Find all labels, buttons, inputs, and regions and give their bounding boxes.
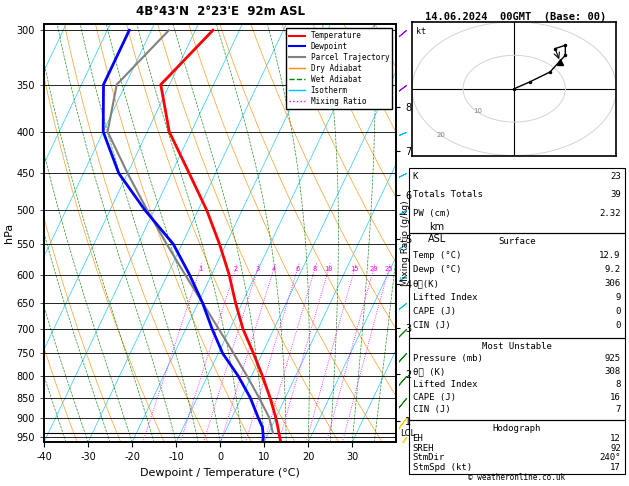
Text: Mixing Ratio (g/kg): Mixing Ratio (g/kg) <box>401 200 410 286</box>
Text: Hodograph: Hodograph <box>493 424 541 434</box>
Text: 4: 4 <box>272 266 276 272</box>
Text: 12: 12 <box>610 434 621 443</box>
Text: 14.06.2024  00GMT  (Base: 00): 14.06.2024 00GMT (Base: 00) <box>425 12 606 22</box>
Text: 0: 0 <box>615 307 621 316</box>
Text: 240°: 240° <box>599 453 621 463</box>
Y-axis label: hPa: hPa <box>4 223 14 243</box>
Text: EH: EH <box>413 434 423 443</box>
Text: Lifted Index: Lifted Index <box>413 380 477 389</box>
Text: Pressure (mb): Pressure (mb) <box>413 354 482 364</box>
Text: 39: 39 <box>610 191 621 199</box>
Text: 25: 25 <box>384 266 393 272</box>
Text: 308: 308 <box>604 367 621 376</box>
Text: 0: 0 <box>615 321 621 330</box>
Text: 925: 925 <box>604 354 621 364</box>
Text: 1: 1 <box>198 266 202 272</box>
Text: 9.2: 9.2 <box>604 265 621 274</box>
Text: CAPE (J): CAPE (J) <box>413 307 455 316</box>
Text: CIN (J): CIN (J) <box>413 321 450 330</box>
Text: Surface: Surface <box>498 237 536 246</box>
Text: 2: 2 <box>233 266 238 272</box>
Text: Most Unstable: Most Unstable <box>482 342 552 351</box>
Text: 306: 306 <box>604 279 621 288</box>
Text: © weatheronline.co.uk: © weatheronline.co.uk <box>469 473 565 482</box>
Text: 6: 6 <box>296 266 299 272</box>
Text: 15: 15 <box>350 266 359 272</box>
Text: K: K <box>413 172 418 181</box>
Text: 92: 92 <box>610 444 621 453</box>
Y-axis label: km
ASL: km ASL <box>428 223 446 244</box>
Text: 2.32: 2.32 <box>599 209 621 218</box>
Text: StmSpd (kt): StmSpd (kt) <box>413 463 472 472</box>
Text: 3: 3 <box>255 266 260 272</box>
Text: 10: 10 <box>325 266 333 272</box>
Text: 10: 10 <box>473 108 482 114</box>
Text: θᴄ (K): θᴄ (K) <box>413 367 445 376</box>
Text: 4B°43'N  2°23'E  92m ASL: 4B°43'N 2°23'E 92m ASL <box>136 5 304 18</box>
Text: Temp (°C): Temp (°C) <box>413 251 461 260</box>
X-axis label: Dewpoint / Temperature (°C): Dewpoint / Temperature (°C) <box>140 468 300 478</box>
Text: 7: 7 <box>615 405 621 414</box>
Text: 17: 17 <box>610 463 621 472</box>
Text: 20: 20 <box>436 132 445 138</box>
Text: Lifted Index: Lifted Index <box>413 293 477 302</box>
Legend: Temperature, Dewpoint, Parcel Trajectory, Dry Adiabat, Wet Adiabat, Isotherm, Mi: Temperature, Dewpoint, Parcel Trajectory… <box>286 28 392 109</box>
Text: SREH: SREH <box>413 444 434 453</box>
Text: 8: 8 <box>313 266 317 272</box>
Text: 16: 16 <box>610 393 621 401</box>
Text: StmDir: StmDir <box>413 453 445 463</box>
Text: 9: 9 <box>615 293 621 302</box>
Text: CIN (J): CIN (J) <box>413 405 450 414</box>
Text: Dewp (°C): Dewp (°C) <box>413 265 461 274</box>
Text: LCL: LCL <box>400 429 415 437</box>
Text: PW (cm): PW (cm) <box>413 209 450 218</box>
Text: Totals Totals: Totals Totals <box>413 191 482 199</box>
Text: 23: 23 <box>610 172 621 181</box>
Text: 12.9: 12.9 <box>599 251 621 260</box>
Text: 20: 20 <box>369 266 378 272</box>
Text: CAPE (J): CAPE (J) <box>413 393 455 401</box>
Text: 8: 8 <box>615 380 621 389</box>
Text: kt: kt <box>416 27 426 36</box>
Text: θᴄ(K): θᴄ(K) <box>413 279 440 288</box>
